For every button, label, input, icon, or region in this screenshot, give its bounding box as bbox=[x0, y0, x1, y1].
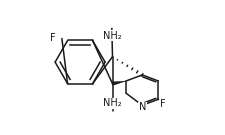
Text: F: F bbox=[160, 99, 166, 109]
Text: F: F bbox=[50, 33, 55, 43]
Polygon shape bbox=[112, 81, 126, 85]
Text: NH₂: NH₂ bbox=[103, 98, 122, 108]
Text: NH₂: NH₂ bbox=[103, 31, 121, 41]
Text: N: N bbox=[139, 102, 146, 112]
